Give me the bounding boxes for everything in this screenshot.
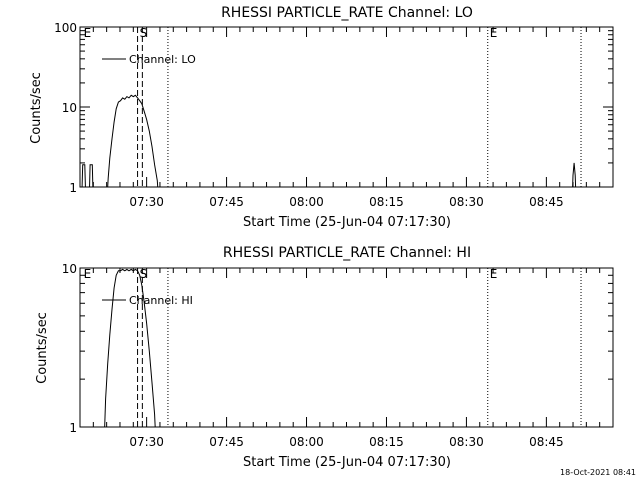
hi-series-group	[104, 268, 156, 427]
hi-axes-frame	[79, 267, 614, 428]
hi-chart-title: RHESSI PARTICLE_RATE Channel: HI	[223, 245, 471, 261]
hi-y-tick-label: 1	[69, 421, 77, 435]
hi-x-axis-label: Start Time (25-Jun-04 07:17:30)	[243, 455, 451, 470]
hi-x-tick-label: 08:30	[449, 435, 484, 449]
hi-x-tick-label: 08:00	[289, 435, 324, 449]
hi-event-marker-label: S	[140, 267, 148, 281]
lo-series-line	[572, 162, 577, 187]
hi-x-tick-label: 07:45	[209, 435, 244, 449]
hi-y-axis-label: Counts/sec	[35, 312, 50, 384]
hi-x-tick-label: 08:15	[369, 435, 404, 449]
lo-event-marker-label: S	[140, 26, 148, 40]
lo-chart-title: RHESSI PARTICLE_RATE Channel: LO	[221, 5, 473, 21]
lo-x-tick-label: 08:30	[449, 195, 484, 209]
lo-event-marker-label: E	[84, 26, 92, 40]
generation-timestamp: 18-Oct-2021 08:41	[560, 468, 636, 477]
hi-y-tick-label: 10	[62, 262, 77, 276]
lo-series-line	[81, 164, 102, 187]
lo-x-tick-label: 07:30	[129, 195, 164, 209]
lo-y-axis-label: Counts/sec	[29, 72, 44, 144]
lo-legend-label: Channel: LO	[129, 53, 196, 66]
lo-plot-area: 1 10 100 07:30 07:45 08:00 08:15 08:30 08:45 E S E C…	[54, 21, 614, 209]
lo-y-tick-label: 100	[54, 21, 77, 35]
hi-panel: RHESSI PARTICLE_RATE Channel: HI Counts/…	[35, 245, 614, 470]
hi-x-tick-label: 08:45	[529, 435, 564, 449]
lo-series-line	[107, 94, 159, 187]
lo-x-axis-label: Start Time (25-Jun-04 07:17:30)	[243, 215, 451, 230]
lo-y-tick-label: 1	[69, 181, 77, 195]
hi-plot-area: 1 10 07:30 07:45 08:00 08:15 08:30 08:45 E S E Chan…	[62, 262, 614, 449]
lo-axes-frame	[79, 26, 614, 188]
lo-series-group	[81, 94, 577, 187]
hi-legend-label: Channel: HI	[129, 294, 193, 307]
lo-x-tick-label: 08:00	[289, 195, 324, 209]
hi-event-marker-label: E	[84, 267, 92, 281]
lo-y-tick-label: 10	[62, 101, 77, 115]
hi-series-line	[104, 268, 156, 427]
lo-x-tick-label: 08:45	[529, 195, 564, 209]
hi-event-marker-label: E	[490, 267, 498, 281]
lo-x-tick-label: 08:15	[369, 195, 404, 209]
lo-panel: RHESSI PARTICLE_RATE Channel: LO Counts/…	[29, 5, 614, 230]
lo-event-marker-label: E	[490, 26, 498, 40]
lo-x-tick-label: 07:45	[209, 195, 244, 209]
hi-x-tick-label: 07:30	[129, 435, 164, 449]
